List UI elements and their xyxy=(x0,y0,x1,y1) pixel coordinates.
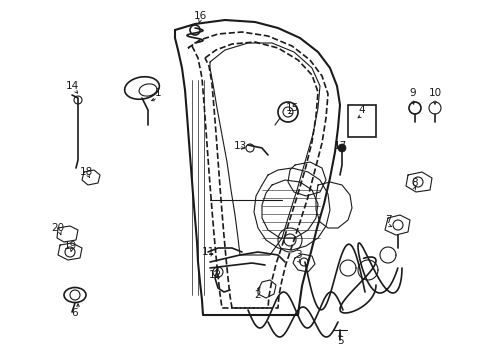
Text: 5: 5 xyxy=(336,336,343,346)
Text: 7: 7 xyxy=(384,215,390,225)
Text: 17: 17 xyxy=(333,141,346,151)
Text: 3: 3 xyxy=(294,250,301,260)
Text: 13: 13 xyxy=(233,141,246,151)
Text: 20: 20 xyxy=(51,223,64,233)
Text: 19: 19 xyxy=(63,241,77,251)
Text: 4: 4 xyxy=(358,105,365,115)
Text: 18: 18 xyxy=(79,167,92,177)
Text: 8: 8 xyxy=(411,178,417,188)
Text: 10: 10 xyxy=(427,88,441,98)
Text: 12: 12 xyxy=(208,270,221,280)
Circle shape xyxy=(337,144,346,152)
Text: 2: 2 xyxy=(254,290,261,300)
Text: 9: 9 xyxy=(409,88,415,98)
Text: 1: 1 xyxy=(154,88,161,98)
Text: 11: 11 xyxy=(201,247,214,257)
Text: 6: 6 xyxy=(72,308,78,318)
Text: 15: 15 xyxy=(285,103,298,113)
Text: 16: 16 xyxy=(193,11,206,21)
Text: 14: 14 xyxy=(65,81,79,91)
